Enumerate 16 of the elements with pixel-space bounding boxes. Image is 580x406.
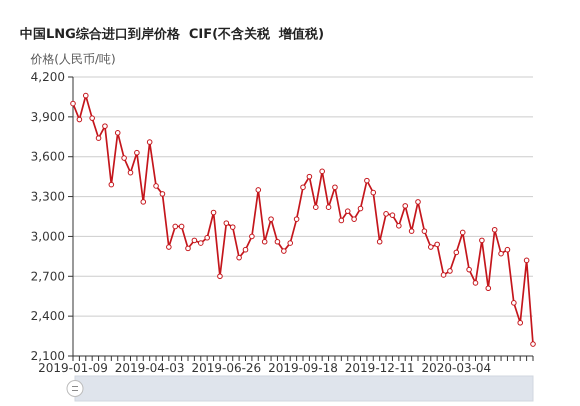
x-tick-label: 2019-12-11 bbox=[344, 361, 415, 375]
x-tick-label: 2020-03-04 bbox=[421, 361, 492, 375]
x-tick-label: 2019-09-18 bbox=[268, 361, 338, 375]
y-tick-label: 3,300 bbox=[30, 190, 65, 204]
chart-title: 中国LNG综合进口到岸价格 CIF(不含关税 增值税) bbox=[20, 26, 324, 42]
y-tick-label: 3,900 bbox=[30, 110, 65, 124]
y-tick-label: 2,400 bbox=[30, 309, 65, 324]
y-tick-label: 2,100 bbox=[30, 349, 65, 363]
x-tick-label: 2019-04-03 bbox=[114, 361, 185, 375]
y-tick-label: 4,200 bbox=[30, 70, 65, 84]
y-axis-title: 价格(人民币/吨) bbox=[29, 52, 116, 66]
x-tick-label: 2019-01-09 bbox=[38, 361, 108, 375]
x-tick-label: 2019-06-26 bbox=[191, 361, 262, 375]
y-tick-label: 3,600 bbox=[30, 150, 65, 164]
y-tick-label: 3,000 bbox=[30, 229, 65, 244]
y-tick-label: 2,700 bbox=[30, 269, 65, 284]
